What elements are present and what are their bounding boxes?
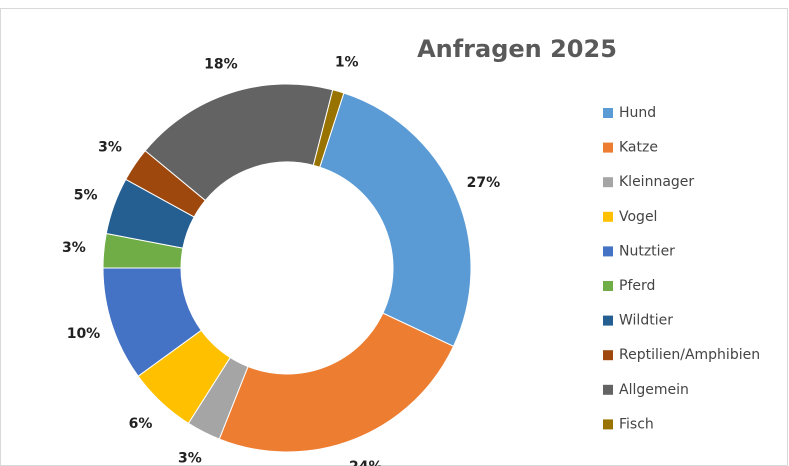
data-label: 18% [204, 56, 238, 72]
legend-swatch [603, 142, 613, 153]
legend-label: Wildtier [619, 313, 673, 329]
legend-swatch [603, 350, 613, 361]
legend-label: Nutztier [619, 243, 675, 259]
legend-swatch [603, 108, 613, 118]
data-label: 6% [129, 416, 153, 432]
data-label: 1% [335, 54, 359, 70]
legend-swatch [603, 419, 613, 430]
legend-label: Fisch [619, 416, 654, 432]
data-label: 24% [349, 459, 383, 466]
data-label: 3% [98, 140, 122, 156]
donut-slice [218, 312, 455, 453]
legend-label: Vogel [619, 209, 657, 225]
data-label: 27% [467, 175, 501, 191]
donut-slice [319, 92, 472, 348]
legend-swatch [603, 315, 613, 326]
legend-swatch [603, 246, 613, 257]
data-label: 3% [178, 451, 202, 466]
data-label: 10% [67, 326, 101, 342]
legend-swatch [603, 177, 613, 188]
legend-label: Hund [619, 105, 656, 121]
legend-label: Kleinnager [619, 174, 694, 190]
legend-label: Katze [619, 140, 658, 156]
legend-label: Pferd [619, 278, 655, 294]
chart-title: Anfragen 2025 [417, 35, 617, 63]
donut-slice [144, 83, 334, 202]
legend-swatch [603, 211, 613, 222]
data-label: 3% [62, 240, 86, 256]
donut-slice [312, 89, 345, 168]
legend-swatch [603, 384, 613, 395]
data-label: 5% [74, 188, 98, 204]
legend-label: Allgemein [619, 382, 689, 398]
legend-swatch [603, 281, 613, 291]
legend-label: Reptilien/Amphibien [619, 347, 760, 363]
